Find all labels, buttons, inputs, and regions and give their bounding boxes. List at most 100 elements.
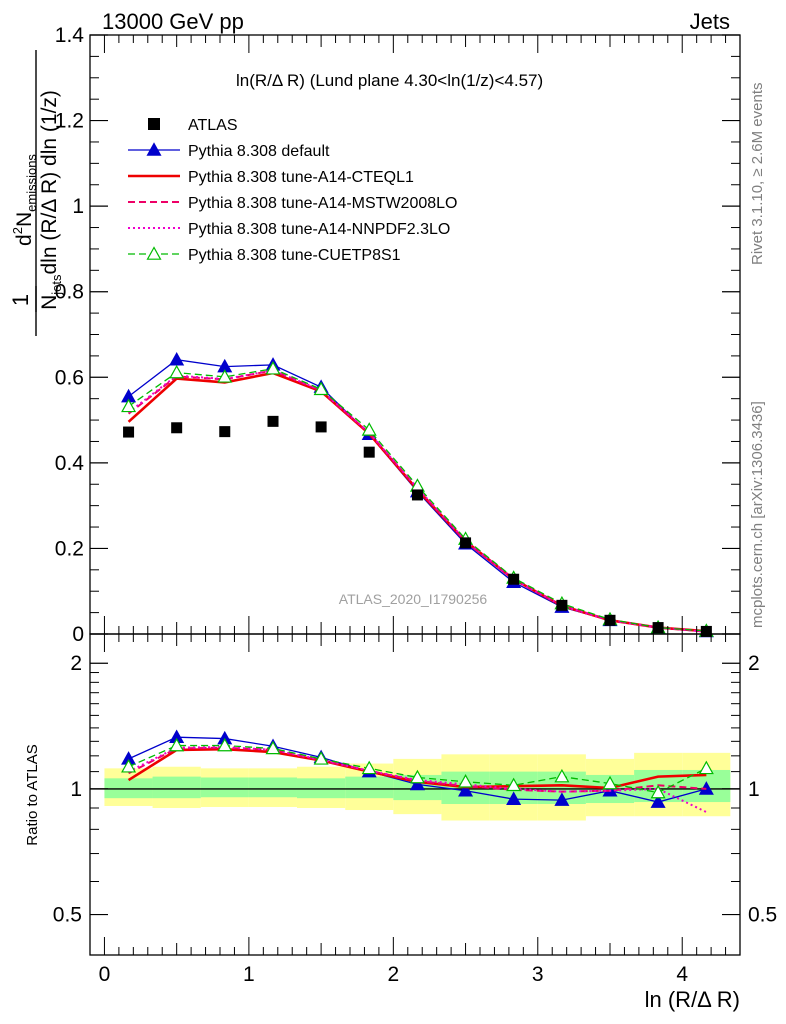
ratio-x-ticks: 0 1 2 3 4 <box>99 634 727 986</box>
ratio-y-tick-label: 1 <box>70 778 82 801</box>
ratio-point-cuetp <box>121 759 137 773</box>
point-atlas <box>460 537 472 549</box>
ratio-point-default <box>458 782 474 797</box>
point-atlas <box>171 422 183 434</box>
y-tick-label: 1.2 <box>55 110 84 133</box>
main-title: ln(R/Δ R) (Lund plane 4.30<ln(1/z)<4.57) <box>236 71 543 90</box>
legend-label-cteql1: Pythia 8.308 tune-A14-CTEQL1 <box>188 169 414 186</box>
ratio-point-cuetp <box>506 777 522 792</box>
legend-marker-default <box>146 142 162 156</box>
y-label-den-n: N <box>38 295 61 310</box>
header-left: 13000 GeV pp <box>102 9 244 34</box>
ratio-point-cuetp <box>602 775 618 790</box>
ratio-point-cuetp <box>554 768 570 783</box>
point-default <box>169 352 185 366</box>
y-label-num-sup: 2 <box>10 227 25 234</box>
legend: ATLAS Pythia 8.308 default Pythia 8.308 tu… <box>128 117 457 264</box>
ratio-point-default <box>409 776 425 791</box>
mcplots-label: mcplots.cern.ch [arXiv:1306.3436] <box>749 401 766 628</box>
main-marks <box>121 352 714 638</box>
y-tick-label: 1 <box>72 195 84 218</box>
point-cuetp <box>169 364 185 379</box>
main-panel: 0 0.2 0.4 0.6 0.8 1 1.2 1.4 ln(R/Δ R) (Lund pla… <box>8 24 741 646</box>
ratio-point-cuetp <box>169 737 185 752</box>
ratio-point-cuetp <box>361 760 377 775</box>
point-cuetp <box>265 360 281 375</box>
point-atlas <box>315 421 327 433</box>
point-atlas <box>363 446 375 458</box>
legend-label-atlas: ATLAS <box>188 117 238 134</box>
ratio-point-default <box>506 791 522 805</box>
y-tick-label: 1.4 <box>55 24 85 47</box>
x-tick-label: 1 <box>243 963 255 986</box>
point-atlas <box>219 426 231 438</box>
ratio-y-ticks: 0.5 0.5 1 1 2 2 <box>53 652 777 926</box>
band-inner-segment <box>152 776 201 799</box>
ratio-point-cuetp <box>698 760 714 775</box>
ratio-point-cuetp <box>217 737 233 752</box>
point-cuetp <box>313 381 329 396</box>
x-tick-label: 4 <box>676 963 688 986</box>
main-y-ticks: 0 0.2 0.4 0.6 0.8 1 1.2 1.4 <box>55 24 740 646</box>
y-label-num-d: d <box>13 234 36 246</box>
ratio-y-tick-label-right: 2 <box>748 652 760 675</box>
point-atlas <box>700 625 712 637</box>
ratio-y-label: Ratio to ATLAS <box>24 744 41 845</box>
legend-label-default: Pythia 8.308 default <box>188 143 330 160</box>
y-tick-label: 0.8 <box>55 281 84 304</box>
legend-marker-atlas <box>148 118 160 130</box>
point-cuetp <box>121 398 137 413</box>
legend-label-cuetp: Pythia 8.308 tune-CUETP8S1 <box>188 247 401 264</box>
ratio-point-cuetp <box>409 769 425 784</box>
watermark: ATLAS_2020_I1790256 <box>339 591 488 607</box>
x-tick-label: 3 <box>532 963 544 986</box>
y-tick-label: 0.4 <box>55 452 85 475</box>
x-tick-label: 2 <box>387 963 399 986</box>
point-atlas <box>508 573 520 585</box>
ratio-point-default <box>650 794 666 808</box>
ratio-y-tick-label-right: 1 <box>748 778 760 801</box>
legend-label-nnpdf: Pythia 8.308 tune-A14-NNPDF2.3LO <box>188 221 450 238</box>
y-label-num-sub: emissions <box>24 154 39 212</box>
header-right: Jets <box>690 9 730 34</box>
y-tick-label: 0.2 <box>55 537 84 560</box>
ratio-point-default <box>554 792 570 806</box>
x-axis-label: ln (R/Δ R) <box>645 987 740 1012</box>
band-inner-segment <box>248 777 297 798</box>
point-atlas <box>652 622 664 634</box>
ratio-frame <box>89 633 741 956</box>
point-atlas <box>411 489 423 501</box>
rivet-label: Rivet 3.1.10, ≥ 2.6M events <box>749 83 766 266</box>
ratio-point-cuetp <box>650 784 666 799</box>
y-label-den-rest: dln (R/Δ R) dln (1/z) <box>38 90 61 274</box>
legend-label-mstw: Pythia 8.308 tune-A14-MSTW2008LO <box>188 195 457 212</box>
point-atlas <box>604 614 616 626</box>
x-tick-label: 0 <box>99 963 111 986</box>
point-atlas <box>267 415 279 427</box>
ratio-panel: 0.5 0.5 1 1 2 2 0 1 2 3 4 Ratio to ATLAS ln (R/Δ … <box>24 633 777 1012</box>
y-label-prefix: 1 <box>8 294 33 306</box>
point-cuetp <box>361 422 377 436</box>
y-label-numerator: d2Nemissions <box>10 154 39 246</box>
main-x-ticks <box>103 35 727 634</box>
ratio-y-tick-label: 0.5 <box>53 904 82 927</box>
ratio-y-tick-label-right: 0.5 <box>748 904 777 927</box>
ratio-point-cuetp <box>313 751 329 765</box>
y-label-den-sub: jets <box>49 274 64 296</box>
y-label-num-n: N <box>13 212 36 227</box>
main-y-label: 1 d2Nemissions Njetsdln (R/Δ R) dln (1/z… <box>8 50 64 336</box>
y-tick-label: 0 <box>72 623 84 646</box>
band-inner-segment <box>200 777 249 798</box>
legend-marker-cuetp <box>146 246 162 260</box>
point-cuetp <box>217 369 233 383</box>
y-label-denominator: Njetsdln (R/Δ R) dln (1/z) <box>38 90 64 310</box>
ratio-y-tick-label: 2 <box>70 652 82 675</box>
ratio-point-cuetp <box>265 740 281 755</box>
ratio-marks <box>121 729 714 813</box>
band-inner-segment <box>345 776 394 799</box>
y-tick-label: 0.6 <box>55 366 84 389</box>
ratio-point-cuetp <box>458 774 474 788</box>
point-atlas <box>123 426 135 438</box>
point-atlas <box>556 599 568 611</box>
